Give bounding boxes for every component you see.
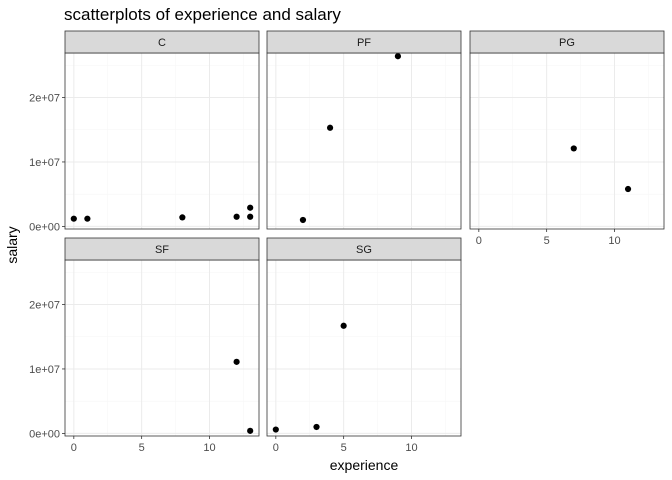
y-tick-label: 1e+07 bbox=[29, 364, 60, 376]
facet-strip-label: PF bbox=[357, 37, 371, 49]
panel-background bbox=[65, 260, 259, 436]
data-point bbox=[247, 213, 254, 220]
facet-strip bbox=[64, 30, 260, 54]
y-tick-label: 1e+07 bbox=[29, 157, 60, 169]
data-point bbox=[70, 215, 77, 222]
facet-panel-pg: PG 0 5 10 bbox=[469, 30, 665, 247]
y-tick-label: 0e+00 bbox=[29, 428, 60, 440]
data-point bbox=[247, 204, 254, 211]
x-tick-label: 0 bbox=[476, 235, 482, 247]
facet-strip bbox=[266, 30, 462, 54]
x-tick-label: 0 bbox=[273, 442, 279, 454]
facet-strip-label: C bbox=[158, 37, 166, 49]
facet-panel-pf: PF bbox=[266, 30, 462, 230]
facet-panel-c: C 0e+00 1e+07 2e+07 bbox=[29, 30, 260, 233]
data-point bbox=[313, 423, 320, 431]
chart-title: scatterplots of experience and salary bbox=[64, 5, 341, 24]
facet-strip bbox=[266, 237, 462, 261]
panel-background bbox=[470, 53, 664, 229]
y-axis-title: salary bbox=[4, 226, 20, 263]
x-tick-label: 10 bbox=[203, 442, 215, 454]
data-point bbox=[299, 216, 307, 224]
facet-panel-sf: SF 0e+00 1e+07 2e+07 0 5 10 bbox=[29, 237, 260, 454]
x-tick-label: 5 bbox=[139, 442, 145, 454]
data-point bbox=[84, 215, 91, 222]
x-tick-label: 5 bbox=[544, 235, 550, 247]
data-point bbox=[570, 145, 577, 152]
data-point bbox=[394, 53, 402, 60]
x-tick-label: 10 bbox=[608, 235, 620, 247]
facet-strip bbox=[64, 237, 260, 261]
panel-background bbox=[267, 53, 461, 229]
facet-strip-label: SF bbox=[155, 244, 169, 256]
panels-layer: C 0e+00 1e+07 2e+07 PF PG 0 5 10 SF 0e+00 1e+07 2e+0… bbox=[29, 30, 665, 454]
data-point bbox=[272, 426, 279, 433]
panel-background bbox=[65, 53, 259, 229]
x-tick-label: 10 bbox=[405, 442, 417, 454]
x-axis-title: experience bbox=[330, 457, 399, 473]
y-tick-label: 2e+07 bbox=[29, 299, 60, 311]
data-point bbox=[624, 185, 632, 193]
data-point bbox=[233, 358, 240, 365]
x-tick-label: 0 bbox=[71, 442, 77, 454]
panel-background bbox=[267, 260, 461, 436]
facet-strip-label: PG bbox=[559, 37, 575, 49]
data-point bbox=[179, 214, 186, 221]
data-point bbox=[326, 124, 334, 131]
data-point bbox=[247, 427, 254, 434]
y-tick-label: 2e+07 bbox=[29, 92, 60, 104]
facet-panel-sg: SG 0 5 10 bbox=[266, 237, 462, 454]
y-tick-label: 0e+00 bbox=[29, 221, 60, 233]
facet-strip bbox=[469, 30, 665, 54]
facet-strip-label: SG bbox=[356, 244, 372, 256]
data-point bbox=[340, 322, 347, 329]
x-tick-label: 5 bbox=[341, 442, 347, 454]
data-point bbox=[233, 213, 240, 220]
